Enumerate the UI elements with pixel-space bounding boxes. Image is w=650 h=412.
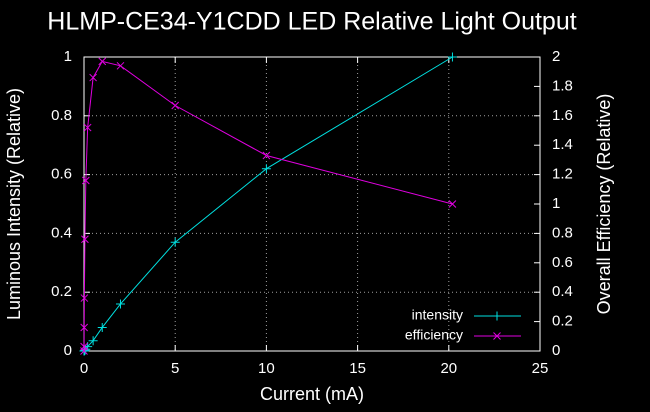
y-tick-label: 0.8 [51,107,72,124]
y2-tick-label: 0.4 [552,283,573,300]
marker [80,294,89,302]
x-tick-label: 0 [80,360,88,377]
x-tick-label: 5 [171,360,179,377]
y-tick-label: 0.6 [51,166,72,183]
x-tick-label: 20 [440,360,457,377]
y-tick-label: 1 [64,48,72,65]
y-axis-label: Luminous Intensity (Relative) [4,88,24,320]
marker [81,176,90,185]
y2-tick-label: 1 [552,195,560,212]
marker [170,237,180,247]
x-tick-label: 25 [532,360,549,377]
y2-tick-label: 0.2 [552,313,573,330]
marker [115,299,125,309]
legend-label: intensity [412,307,463,323]
marker [88,336,98,346]
y-tick-label: 0.2 [51,283,72,300]
marker [97,322,107,332]
y2-tick-label: 2 [552,48,560,65]
marker [262,151,271,160]
plot-border [83,56,541,352]
y-tick-label: 0.4 [51,224,72,241]
marker [83,123,92,132]
x-axis-label: Current (mA) [260,384,364,404]
marker [80,323,89,332]
marker [448,200,457,208]
y2-tick-label: 0 [552,342,560,359]
y2-tick-label: 1.4 [552,136,573,153]
marker [89,73,97,82]
y2-axis-label: Overall Efficiency (Relative) [594,94,614,315]
y2-tick-label: 1.6 [552,107,573,124]
y2-tick-label: 0.6 [552,254,573,271]
marker [98,57,107,66]
marker [447,52,457,62]
legend-marker [492,311,502,321]
marker [116,61,125,70]
y-tick-label: 0 [64,342,72,359]
x-tick-label: 15 [349,360,366,377]
marker [80,342,88,351]
legend-label: efficiency [405,327,463,343]
y2-tick-label: 1.2 [552,166,573,183]
chart-title: HLMP-CE34-Y1CDD LED Relative Light Outpu… [47,8,576,36]
y2-tick-label: 1.8 [552,77,573,94]
legend-marker [493,332,501,340]
y2-tick-label: 0.8 [552,224,573,241]
marker [81,235,89,244]
x-tick-label: 10 [258,360,275,377]
marker [261,164,271,174]
marker [171,101,180,110]
